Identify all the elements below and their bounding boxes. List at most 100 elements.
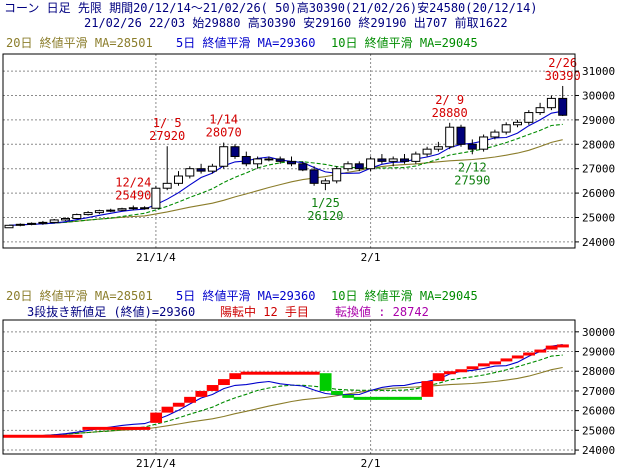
candle-body: [558, 97, 568, 116]
lower-legend-ma5: 5日 終値平滑 MA=29360: [176, 288, 315, 303]
brick: [195, 390, 208, 397]
brick: [455, 369, 468, 373]
brick: [206, 385, 219, 391]
brick: [342, 394, 355, 398]
lower-y-tick-label: 28000: [582, 365, 615, 378]
brick: [489, 361, 502, 365]
annotation-date: 2/26: [548, 56, 577, 70]
lower-info-turn-count: 陽転中 12 手目: [220, 304, 309, 319]
candle-body: [445, 126, 455, 148]
candle-body: [298, 163, 308, 171]
lower-y-tick-label: 25000: [582, 424, 615, 437]
annotation-price: 26120: [307, 209, 343, 223]
annotation-date: 1/25: [311, 196, 340, 210]
brick: [398, 396, 411, 400]
brick-flat-segment: [3, 434, 83, 438]
upper-ma10-line: [8, 123, 563, 226]
candle-body: [162, 182, 172, 189]
upper-x-axis: 21/1/4 2/1: [136, 251, 381, 264]
upper-y-tick-label: 31000: [582, 65, 615, 78]
brick: [557, 344, 569, 348]
brick: [410, 396, 422, 400]
brick: [364, 396, 377, 400]
candle-body: [377, 158, 387, 162]
upper-y-tick-label: 24000: [582, 236, 615, 249]
upper-x-tick-label: 21/1/4: [136, 251, 176, 264]
upper-y-tick-label: 30000: [582, 89, 615, 102]
upper-legend-ma10: 10日 終値平滑 MA=29045: [331, 35, 478, 50]
annotation-date: 1/14: [209, 113, 238, 127]
candle-body: [388, 158, 398, 162]
upper-y-tick-label: 26000: [582, 187, 615, 200]
candle-body: [535, 107, 545, 114]
brick: [229, 373, 242, 380]
brick: [376, 396, 389, 400]
lower-y-tick-label: 30000: [582, 326, 615, 339]
lower-legend-ma20: 20日 終値平滑 MA=28501: [6, 288, 153, 303]
candle-body: [275, 158, 285, 162]
brick: [466, 366, 479, 370]
brick: [331, 390, 343, 395]
brick: [387, 396, 400, 400]
lower-ma10-line: [8, 354, 563, 438]
brick: [432, 373, 445, 382]
lower-x-tick-label: 21/1/4: [136, 457, 176, 470]
annotation-price: 30390: [545, 69, 581, 83]
candle-body: [524, 112, 534, 123]
upper-moving-averages: [8, 110, 563, 226]
annotation-price: 27590: [454, 173, 490, 187]
brick: [534, 349, 547, 353]
candle-body: [38, 221, 48, 224]
upper-ma5-line: [8, 110, 563, 226]
brick: [523, 352, 535, 356]
lower-x-tick-label: 2/1: [361, 457, 381, 470]
lower-y-tick-label: 24000: [582, 444, 615, 457]
candle-body: [128, 207, 138, 210]
candle-body: [490, 131, 500, 138]
brick: [161, 406, 174, 413]
brick: [184, 396, 196, 403]
annotation-date: 1/ 5: [153, 116, 182, 130]
annotation-price: 25490: [115, 189, 151, 203]
lower-x-axis: 21/1/4 2/1: [136, 457, 381, 470]
lower-grid: [3, 320, 575, 454]
candle-body: [207, 165, 217, 172]
brick: [477, 363, 490, 367]
annotation-price: 28070: [206, 126, 242, 140]
candle-body: [546, 97, 556, 109]
annotation-date: 2/ 9: [435, 93, 464, 107]
candle-body: [501, 124, 511, 133]
candle-body: [94, 210, 104, 214]
candle-body: [309, 169, 319, 184]
candle-body: [479, 136, 489, 150]
candle-body: [422, 148, 432, 155]
candle-body: [4, 224, 14, 229]
brick: [218, 379, 230, 386]
brick: [511, 355, 524, 359]
candle-body: [72, 214, 82, 219]
candle-body: [513, 121, 522, 126]
lower-legend-ma10: 10日 終値平滑 MA=29045: [331, 288, 478, 303]
upper-y-tick-label: 27000: [582, 163, 615, 176]
candle-body: [264, 158, 274, 161]
candle-body: [117, 208, 127, 211]
candle-body: [366, 158, 376, 170]
candle-body: [185, 168, 195, 177]
upper-panel-frame: [2, 53, 576, 249]
candle-body: [253, 158, 263, 165]
header-line-1: コーン 日足 先限 期間20/12/14～21/02/26( 50)高30390…: [4, 0, 538, 15]
candle-body: [433, 146, 443, 150]
upper-y-tick-label: 28000: [582, 138, 615, 151]
upper-legend-ma20: 20日 終値平滑 MA=28501: [6, 35, 153, 50]
upper-y-tick-label: 29000: [582, 114, 615, 127]
candle-body: [196, 168, 206, 172]
annotation-date: 2/12: [458, 160, 487, 174]
candle-body: [15, 223, 25, 226]
candle-body: [83, 212, 93, 216]
candle-body: [456, 126, 466, 145]
upper-y-axis: 24000 25000 26000 27000 28000 29000 30000 31000: [575, 65, 615, 249]
candle-body: [49, 219, 59, 223]
brick-flat-segment: [240, 371, 320, 375]
